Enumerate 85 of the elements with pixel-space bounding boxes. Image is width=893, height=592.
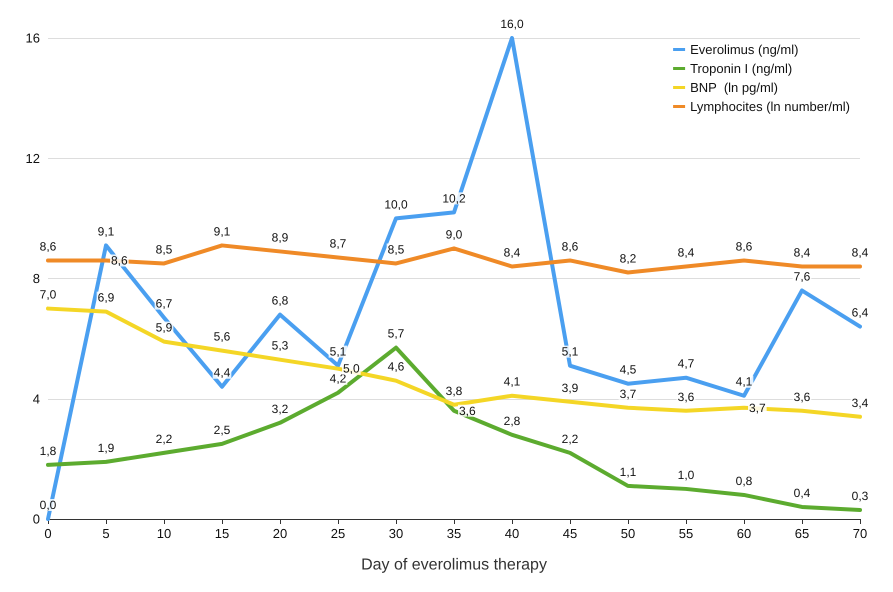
legend-label: Troponin I (ng/ml) <box>690 61 792 76</box>
data-label: 0,4 <box>794 486 811 500</box>
y-tick-label: 0 <box>32 512 40 526</box>
data-label: 2,2 <box>562 432 579 446</box>
data-label: 2,2 <box>156 432 173 446</box>
x-axis-title: Day of everolimus therapy <box>361 556 547 574</box>
data-label: 10,2 <box>442 191 466 206</box>
data-label: 8,7 <box>330 236 347 250</box>
data-label: 8,6 <box>40 239 57 254</box>
data-label: 8,5 <box>156 242 173 256</box>
x-tick-label: 25 <box>330 526 346 541</box>
x-tick-label: 10 <box>156 526 172 541</box>
data-label: 4,1 <box>736 374 753 389</box>
y-tick-label: 16 <box>26 30 40 46</box>
data-label: 9,0 <box>446 227 463 242</box>
data-label: 1,0 <box>678 468 695 482</box>
x-tick-label: 55 <box>678 526 694 541</box>
data-label: 5,1 <box>562 344 579 359</box>
x-tick-label: 60 <box>736 526 752 541</box>
data-label: 4,5 <box>620 362 637 377</box>
x-tick-label: 65 <box>794 526 810 541</box>
data-label: 0,3 <box>852 488 869 503</box>
data-label: 0,0 <box>40 498 57 512</box>
data-label: 8,4 <box>504 245 521 260</box>
data-label: 8,5 <box>388 242 405 256</box>
data-label: 4,4 <box>214 366 231 380</box>
data-label: 6,8 <box>272 294 289 308</box>
data-label: 7,0 <box>40 288 57 302</box>
data-label: 5,7 <box>388 326 405 341</box>
data-label: 3,6 <box>459 404 476 418</box>
data-label: 1,1 <box>620 464 637 479</box>
data-label: 4,2 <box>330 372 347 386</box>
x-tick-label: 45 <box>562 526 578 541</box>
x-tick-label: 40 <box>504 526 520 541</box>
data-label: 1,9 <box>98 440 115 455</box>
data-label: 8,4 <box>678 245 695 260</box>
data-label: 3,7 <box>749 400 766 415</box>
data-label: 8,4 <box>794 245 811 260</box>
data-label: 4,7 <box>678 356 695 371</box>
data-label: 5,0 <box>343 362 360 376</box>
data-label: 3,2 <box>272 402 289 416</box>
x-tick-label: 15 <box>214 526 230 541</box>
data-label: 16,0 <box>500 17 524 31</box>
data-label: 5,3 <box>272 338 289 353</box>
legend-label: Everolimus (ng/ml) <box>690 42 798 57</box>
legend-label: Lymphocites (ln number/ml) <box>690 99 850 114</box>
data-label: 5,9 <box>156 320 173 335</box>
data-label: 10,0 <box>384 197 408 212</box>
data-label: 2,8 <box>504 414 521 428</box>
y-tick-label: 4 <box>32 391 40 406</box>
data-label: 6,7 <box>156 296 173 311</box>
x-tick-label: 0 <box>44 526 52 541</box>
data-label: 8,6 <box>562 239 579 254</box>
data-label: 0,8 <box>736 474 753 488</box>
data-label: 3,6 <box>794 390 811 404</box>
legend-label: BNP (ln pg/ml) <box>690 80 778 95</box>
data-label: 3,8 <box>446 384 463 398</box>
data-label: 4,1 <box>504 374 521 389</box>
x-tick-label: 5 <box>102 526 110 541</box>
x-tick-label: 50 <box>620 526 636 541</box>
data-label: 4,6 <box>388 360 405 374</box>
x-tick-label: 35 <box>446 526 462 541</box>
data-label: 6,9 <box>98 290 115 305</box>
data-label: 9,1 <box>214 224 231 238</box>
data-label: 8,6 <box>111 253 128 268</box>
data-label: 8,6 <box>736 239 753 254</box>
x-tick-label: 20 <box>272 526 288 541</box>
x-tick-label: 70 <box>852 526 868 541</box>
data-label: 6,4 <box>852 306 869 320</box>
x-tick-label: 30 <box>388 526 404 541</box>
data-label: 3,7 <box>620 386 637 401</box>
data-label: 7,6 <box>794 270 811 284</box>
data-label: 3,9 <box>562 380 579 395</box>
data-label: 5,6 <box>214 330 231 344</box>
data-label: 2,5 <box>214 422 231 437</box>
data-label: 3,6 <box>678 390 695 404</box>
data-label: 9,1 <box>98 224 115 238</box>
y-tick-label: 12 <box>26 150 40 166</box>
data-label: 5,1 <box>330 344 347 359</box>
data-label: 1,8 <box>40 444 57 458</box>
data-label: 3,4 <box>852 396 869 410</box>
y-tick-label: 8 <box>32 271 40 286</box>
data-label: 8,9 <box>272 230 289 244</box>
data-label: 8,2 <box>620 251 637 266</box>
data-label: 8,4 <box>852 245 869 260</box>
